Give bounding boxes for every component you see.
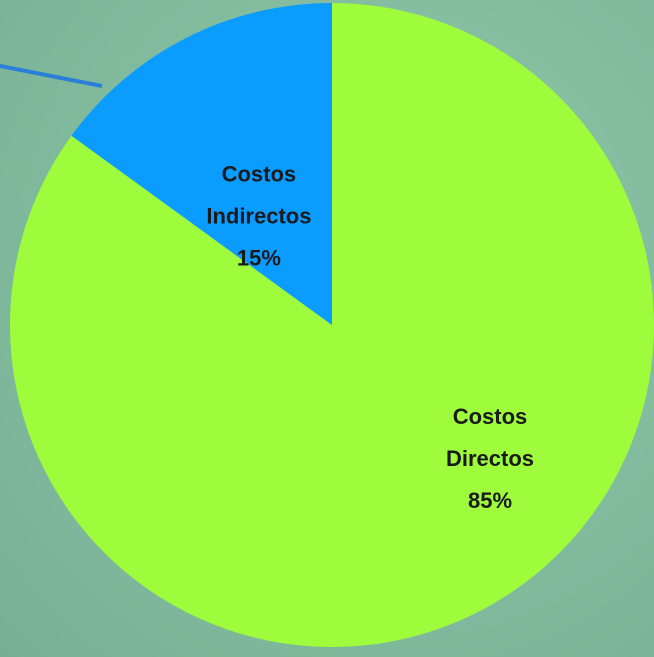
slice-label-0-line-0: Costos [453, 404, 528, 429]
slice-label-1-line-0: Costos [222, 162, 297, 187]
pie-labels: Costos Directos 85% Costos Indirectos 15% [206, 162, 534, 514]
pie-slice-0 [10, 3, 654, 647]
slice-label-0-line-2: 85% [468, 488, 512, 513]
annotation-connector-line [0, 64, 103, 88]
pie-slice-1 [71, 3, 332, 325]
slice-label-1-line-2: 15% [237, 246, 281, 271]
slice-label-1: Costos Indirectos 15% [206, 162, 311, 271]
slice-label-1-line-1: Indirectos [206, 204, 311, 229]
pie-slices [10, 3, 654, 647]
slice-label-0-line-1: Directos [446, 446, 534, 471]
slice-label-0: Costos Directos 85% [446, 404, 534, 513]
